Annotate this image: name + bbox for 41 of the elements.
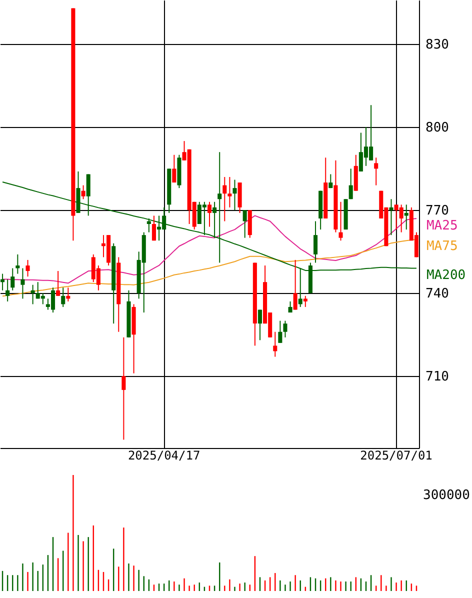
candlestick: [348, 168, 353, 200]
candlestick: [303, 295, 308, 308]
series-label: MA200: [426, 268, 466, 284]
candlestick: [283, 320, 288, 338]
candlestick: [222, 176, 227, 222]
candlestick: [288, 300, 292, 313]
candlestick: [26, 259, 30, 278]
candlestick: [6, 278, 10, 302]
candlestick: [172, 154, 176, 184]
candlestick: [338, 201, 343, 242]
y-tick-label: 800: [426, 120, 449, 136]
text: 300000: [423, 488, 470, 503]
x-tick-label: 2025/07/01: [360, 448, 432, 462]
candlestick: [122, 336, 126, 440]
y-tick-label: 770: [426, 204, 449, 219]
x-tick-label: 2025/04/17: [128, 448, 200, 462]
y-tick-label: 710: [426, 370, 449, 385]
candlestick: [212, 201, 217, 238]
y-tick-label: 740: [426, 286, 449, 302]
candlestick: [232, 179, 237, 211]
candlestick: [258, 309, 262, 341]
candlestick: [81, 184, 86, 200]
candlestick: [146, 218, 151, 233]
candlestick: [293, 259, 298, 310]
candlestick: [228, 176, 232, 208]
candlestick: [10, 268, 15, 291]
series-label: MA25: [426, 218, 458, 234]
candlestick: [313, 220, 318, 264]
candlestick: [152, 215, 156, 242]
candlestick: [278, 320, 282, 344]
candlestick: [56, 270, 60, 296]
candlestick: [20, 268, 25, 300]
candlestick: [273, 331, 278, 358]
candlestick: [61, 287, 66, 308]
y-tick-label: 830: [426, 38, 449, 53]
candlestick: [242, 210, 247, 238]
candlestick: [389, 198, 394, 236]
candlestick: [207, 201, 212, 228]
candlestick: [374, 157, 378, 186]
series-label: MA75: [426, 239, 458, 254]
candlestick: [328, 174, 333, 189]
